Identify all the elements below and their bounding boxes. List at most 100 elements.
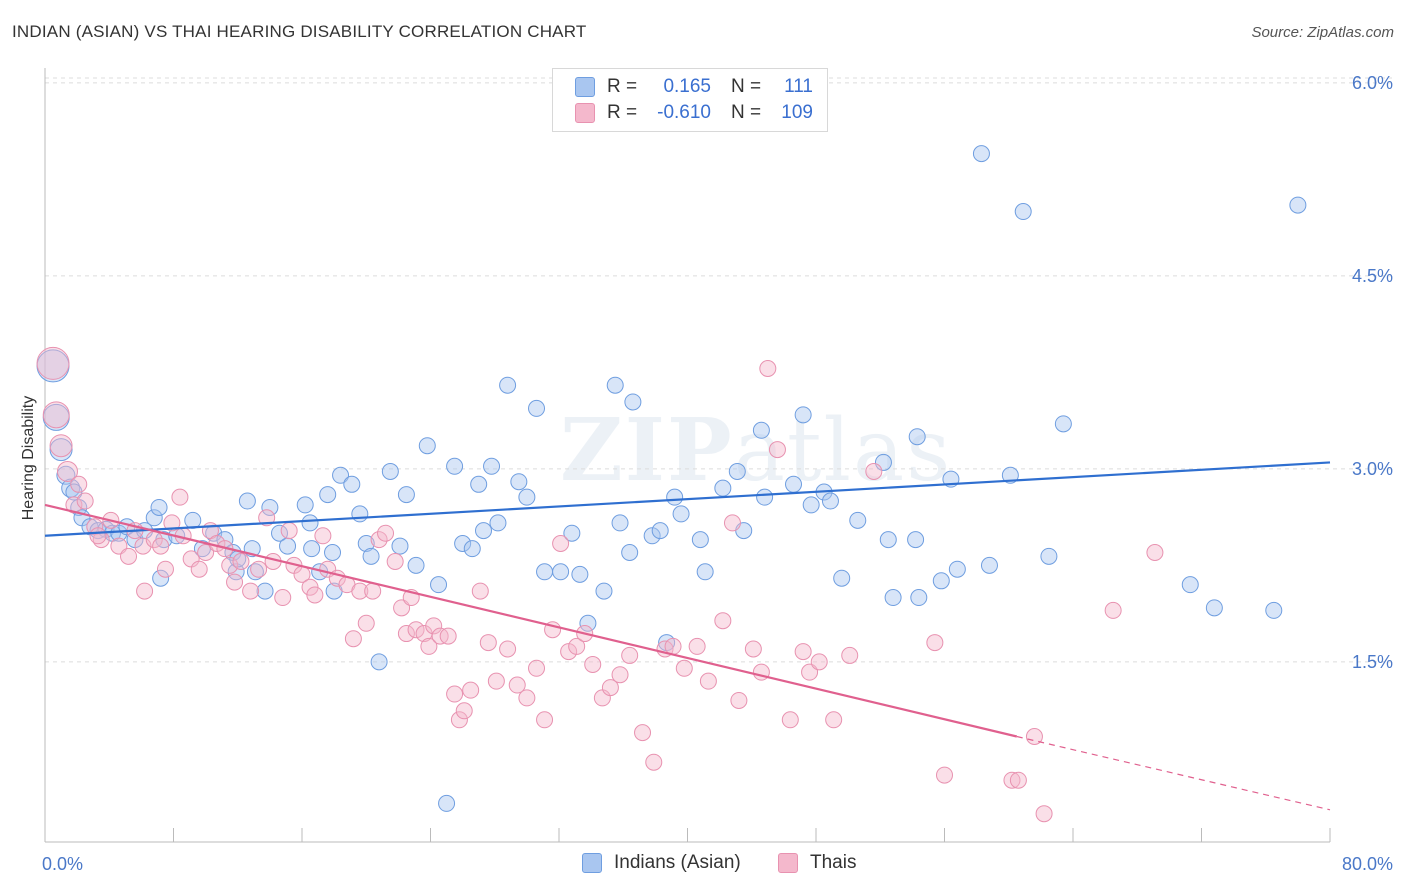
indian-point — [802, 496, 820, 514]
indian-point — [849, 511, 867, 529]
thai-point — [344, 630, 362, 648]
legend-n-value: 109 — [781, 102, 813, 123]
blue-swatch-icon — [582, 853, 602, 873]
indian-point — [430, 576, 448, 594]
thai-point — [258, 509, 276, 527]
indian-point — [303, 540, 321, 558]
thai-point — [242, 582, 260, 600]
thai-point — [1146, 544, 1164, 561]
thai-point — [450, 711, 468, 729]
thai-point — [634, 724, 652, 742]
indian-point — [666, 488, 684, 506]
thai-point — [280, 522, 298, 540]
thai-point — [714, 612, 732, 630]
legend-n-label: N = — [731, 76, 762, 97]
thai-point — [552, 534, 570, 552]
indian-point — [536, 563, 554, 581]
thai-point — [810, 653, 828, 671]
pink-swatch-icon — [778, 853, 798, 873]
thai-point — [136, 582, 154, 600]
thai-point — [439, 627, 457, 645]
legend-n-label: N = — [731, 102, 762, 123]
thai-point — [226, 573, 244, 591]
indian-point — [624, 393, 642, 411]
source-label: Source: ZipAtlas.com — [1251, 24, 1394, 41]
thai-point — [351, 582, 369, 600]
indian-point — [579, 614, 597, 632]
thai-point — [42, 401, 70, 429]
legend-row-indians: R = 0.165 N = 111 — [575, 75, 813, 99]
thai-point — [425, 617, 443, 635]
indian-point — [145, 509, 163, 527]
legend-item-indians[interactable]: Indians (Asian) — [582, 852, 741, 874]
indian-point — [446, 457, 464, 475]
y-tick-label: 1.5% — [1352, 652, 1393, 672]
indian-point — [696, 563, 714, 581]
thai-point — [156, 560, 174, 578]
indian-point — [324, 544, 342, 561]
thai-point — [163, 514, 181, 532]
thai-point — [611, 666, 629, 684]
indian-point — [595, 582, 613, 600]
thai-point — [560, 643, 578, 661]
series-indians-points — [36, 145, 1307, 812]
thai-point — [49, 434, 73, 458]
thai-point — [407, 621, 425, 639]
blue-swatch-icon — [575, 77, 595, 97]
indian-point — [691, 531, 709, 549]
thai-point — [1009, 771, 1027, 789]
indian-point — [343, 475, 361, 493]
thai-point — [377, 524, 395, 542]
indian-point — [407, 556, 425, 574]
thai-point — [357, 614, 375, 632]
indian-point — [1181, 576, 1199, 594]
indian-point — [256, 582, 274, 600]
indian-point — [332, 466, 350, 484]
indian-point — [571, 565, 589, 583]
indian-point — [833, 569, 851, 587]
thai-point — [36, 346, 70, 380]
indian-point — [643, 527, 661, 545]
indian-point — [1001, 466, 1019, 484]
thai-point — [518, 689, 536, 707]
indian-point — [381, 462, 399, 480]
indian-point — [821, 492, 839, 510]
thai-point — [120, 547, 138, 565]
thai-point — [89, 527, 107, 545]
legend-n-value: 111 — [784, 76, 813, 97]
indian-point — [152, 569, 170, 587]
thai-point — [487, 672, 505, 690]
thais-trend-line — [44, 503, 1018, 738]
indian-point — [910, 589, 928, 607]
legend-item-thais[interactable]: Thais — [778, 852, 856, 874]
indian-point — [908, 428, 926, 446]
indian-point — [510, 473, 528, 491]
thai-point — [471, 582, 489, 600]
y-tick-label: 6.0% — [1352, 73, 1393, 93]
thai-point — [171, 488, 189, 506]
x-tick-label: 0.0% — [42, 854, 83, 874]
watermark-zip: ZIP — [560, 400, 734, 501]
thai-point — [462, 681, 480, 699]
thai-point — [536, 711, 554, 729]
indian-point — [319, 486, 337, 504]
indians-trend-line — [44, 461, 1331, 537]
thai-point — [744, 640, 762, 658]
axes — [44, 68, 1331, 843]
thai-point — [584, 655, 602, 673]
thai-point — [56, 460, 78, 482]
y-tick-label: 3.0% — [1352, 459, 1393, 479]
watermark: ZIPatlas — [560, 400, 952, 501]
thai-point — [386, 553, 404, 571]
indian-point — [454, 534, 472, 552]
indian-point — [362, 547, 380, 565]
thai-point — [645, 753, 663, 771]
thai-point — [190, 560, 208, 578]
indian-point — [301, 514, 319, 532]
thai-point — [232, 553, 250, 571]
thai-point — [250, 560, 268, 578]
thai-point — [197, 544, 215, 561]
thai-point — [568, 637, 586, 655]
indian-point — [357, 534, 375, 552]
